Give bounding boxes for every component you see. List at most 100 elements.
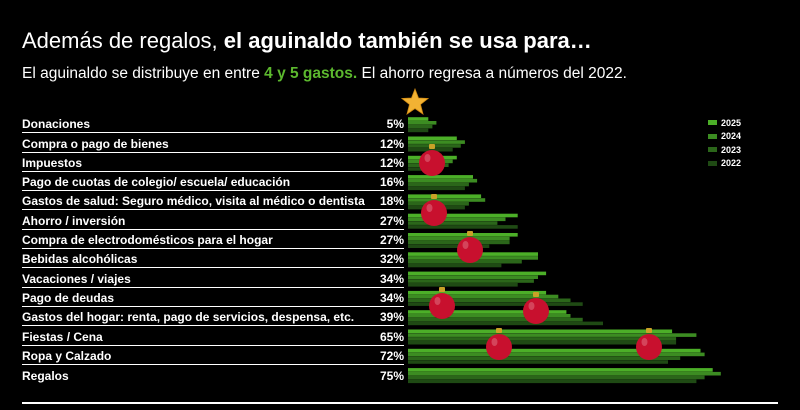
category-list: Donaciones 5% Compra o pago de bienes 12% Im… bbox=[22, 114, 404, 384]
bar-2025 bbox=[408, 175, 473, 179]
bar-2025 bbox=[408, 194, 482, 198]
value-label: 18% bbox=[379, 194, 404, 209]
legend-label: 2022 bbox=[721, 158, 742, 169]
bar-2024 bbox=[408, 275, 538, 279]
value-label: 12% bbox=[379, 155, 404, 170]
value-label: 32% bbox=[379, 252, 404, 267]
bar-2022 bbox=[408, 225, 518, 229]
subtitle-pre: El aguinaldo se distribuye en entre bbox=[22, 65, 265, 82]
category-label: Ropa y Calzado bbox=[22, 348, 112, 363]
bar-2024 bbox=[408, 140, 465, 144]
value-label: 27% bbox=[379, 213, 404, 228]
bar-2023 bbox=[408, 279, 534, 283]
bar-2025 bbox=[408, 368, 713, 372]
bar-2023 bbox=[408, 240, 510, 245]
value-label: 39% bbox=[379, 310, 404, 325]
category-label: Pago de cuotas de colegio/ escuela/ educ… bbox=[22, 175, 291, 190]
value-label: 72% bbox=[379, 348, 404, 363]
category-label: Compra de electrodomésticos para el hoga… bbox=[22, 233, 273, 248]
category-label: Pago de deudas bbox=[22, 290, 115, 305]
subtitle-highlight: 4 y 5 gastos. bbox=[264, 65, 358, 82]
chart-title: Además de regalos, el aguinaldo también … bbox=[22, 28, 592, 54]
legend-item: 2023 bbox=[708, 143, 741, 157]
category-label: Compra o pago de bienes bbox=[22, 136, 169, 151]
value-label: 34% bbox=[379, 271, 404, 286]
bar-2023 bbox=[408, 124, 433, 129]
category-label: Fiestas / Cena bbox=[22, 329, 103, 344]
category-label: Gastos del hogar: renta, pago de servici… bbox=[22, 310, 355, 325]
bar-2025 bbox=[408, 233, 518, 237]
value-label: 75% bbox=[379, 369, 404, 384]
title-prefix: Además de regalos, bbox=[22, 28, 224, 53]
bar-2022 bbox=[408, 128, 429, 133]
category-label: Regalos bbox=[22, 369, 69, 384]
bar-2022 bbox=[408, 360, 668, 364]
category-row: Donaciones 5% bbox=[22, 114, 404, 134]
legend-swatch bbox=[708, 147, 717, 153]
value-label: 65% bbox=[379, 329, 404, 344]
bar-2022 bbox=[408, 321, 603, 326]
bar-2022 bbox=[408, 186, 465, 191]
category-row: Bebidas alcohólicas 32% bbox=[22, 249, 404, 269]
bar-2024 bbox=[408, 333, 697, 337]
bar-2024 bbox=[408, 236, 510, 241]
bar-2023 bbox=[408, 337, 677, 341]
category-row: Vacaciones / viajes 34% bbox=[22, 268, 404, 288]
ornament-icon bbox=[421, 194, 447, 226]
bar-2022 bbox=[408, 283, 518, 287]
legend-label: 2024 bbox=[721, 131, 742, 142]
legend-swatch bbox=[708, 133, 717, 139]
bar-2024 bbox=[408, 371, 721, 376]
category-label: Vacaciones / viajes bbox=[22, 271, 131, 286]
category-row: Compra o pago de bienes 12% bbox=[22, 133, 404, 153]
chart-subtitle: El aguinaldo se distribuye en entre 4 y … bbox=[22, 65, 627, 83]
title-bold: el aguinaldo también se usa para… bbox=[223, 28, 592, 53]
ornament-icon bbox=[457, 231, 483, 263]
category-row: Impuestos 12% bbox=[22, 153, 404, 172]
value-label: 5% bbox=[386, 117, 404, 132]
bar-2023 bbox=[408, 317, 583, 322]
legend-item: 2024 bbox=[708, 130, 741, 144]
category-row: Fiestas / Cena 65% bbox=[22, 326, 404, 346]
bar-2024 bbox=[408, 198, 486, 202]
bar-2025 bbox=[408, 329, 673, 334]
ornament-icon bbox=[636, 328, 662, 360]
bar-2024 bbox=[408, 121, 437, 125]
category-row: Gastos del hogar: renta, pago de servici… bbox=[22, 307, 404, 327]
value-label: 27% bbox=[379, 233, 404, 248]
bar-2024 bbox=[408, 217, 506, 222]
bar-2022 bbox=[408, 340, 677, 345]
bar-2023 bbox=[408, 375, 705, 380]
category-row: Gastos de salud: Seguro médico, visita a… bbox=[22, 191, 404, 211]
bar-2023 bbox=[408, 182, 469, 187]
value-label: 12% bbox=[379, 136, 404, 151]
bar-2025 bbox=[408, 117, 429, 121]
legend-swatch bbox=[708, 120, 717, 126]
bar-2022 bbox=[408, 302, 583, 306]
category-row: Ropa y Calzado 72% bbox=[22, 346, 404, 365]
category-row: Pago de cuotas de colegio/ escuela/ educ… bbox=[22, 172, 404, 192]
value-label: 34% bbox=[379, 290, 404, 305]
bar-2025 bbox=[408, 213, 518, 218]
bar-2025 bbox=[408, 310, 567, 314]
bar-2024 bbox=[408, 294, 559, 299]
category-row: Regalos 75% bbox=[22, 365, 404, 384]
category-label: Donaciones bbox=[22, 117, 91, 132]
bar-2022 bbox=[408, 263, 502, 268]
legend-swatch bbox=[708, 160, 717, 166]
ornament-icon bbox=[523, 292, 549, 324]
category-row: Compra de electrodomésticos para el hoga… bbox=[22, 230, 404, 250]
category-label: Gastos de salud: Seguro médico, visita a… bbox=[22, 194, 365, 209]
bar-2024 bbox=[408, 178, 478, 183]
bar-2023 bbox=[408, 356, 681, 360]
bar-2023 bbox=[408, 298, 571, 303]
star-icon bbox=[401, 88, 429, 115]
bar-2024 bbox=[408, 352, 705, 357]
ornament-icon bbox=[429, 287, 455, 319]
bar-2022 bbox=[408, 379, 697, 384]
ornament-icon bbox=[486, 328, 512, 360]
legend-item: 2025 bbox=[708, 116, 741, 130]
bar-2025 bbox=[408, 271, 547, 276]
legend-item: 2022 bbox=[708, 157, 741, 171]
